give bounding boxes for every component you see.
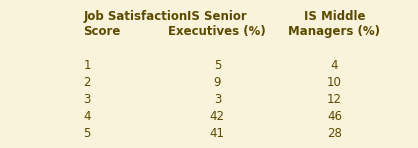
Text: 3: 3	[84, 93, 91, 106]
Text: Job Satisfaction
Score: Job Satisfaction Score	[84, 10, 188, 38]
Text: IS Senior
Executives (%): IS Senior Executives (%)	[168, 10, 266, 38]
Text: 28: 28	[327, 127, 342, 140]
Text: 3: 3	[214, 93, 221, 106]
Text: 5: 5	[84, 127, 91, 140]
Text: 9: 9	[214, 76, 221, 89]
Text: 4: 4	[331, 59, 338, 72]
Text: 46: 46	[327, 110, 342, 123]
Text: 2: 2	[84, 76, 91, 89]
Text: 12: 12	[327, 93, 342, 106]
Text: 4: 4	[84, 110, 91, 123]
Text: 42: 42	[210, 110, 225, 123]
Text: IS Middle
Managers (%): IS Middle Managers (%)	[288, 10, 380, 38]
Text: 41: 41	[210, 127, 225, 140]
Text: 5: 5	[214, 59, 221, 72]
Text: 10: 10	[327, 76, 342, 89]
Text: 1: 1	[84, 59, 91, 72]
